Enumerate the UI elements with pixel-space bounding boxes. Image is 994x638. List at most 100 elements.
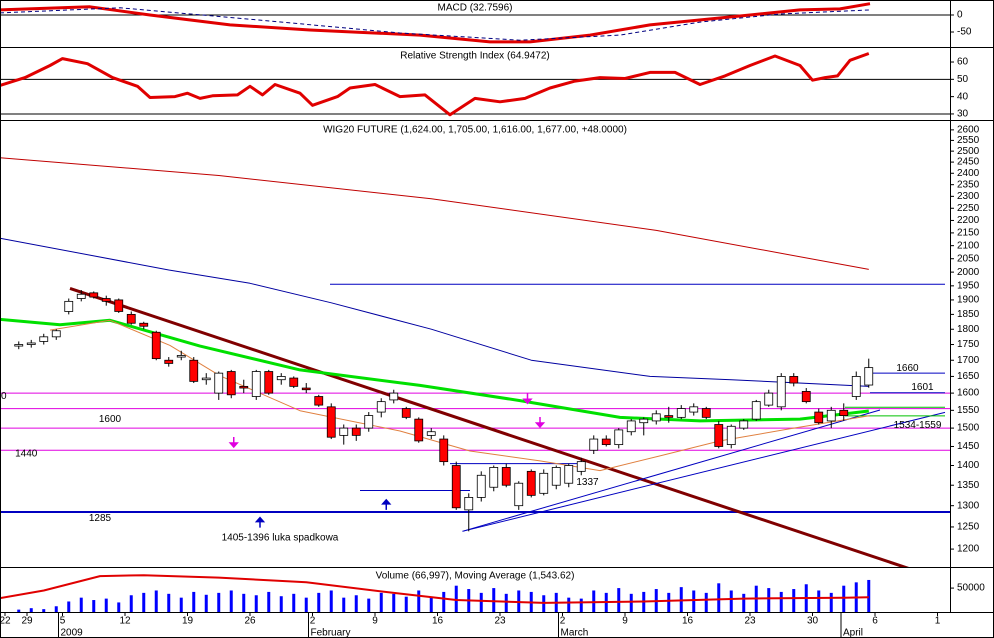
volume-bar [267, 591, 271, 612]
annotation: 1440 [15, 448, 38, 459]
candle-body [701, 408, 711, 418]
x-tick-label: 22 [0, 616, 11, 627]
y-tick-label: -50 [957, 27, 972, 38]
x-tick-label: 2 [310, 616, 316, 627]
month-label: March [561, 628, 589, 638]
volume-bar [17, 609, 21, 612]
y-tick-label: 1950 [957, 280, 980, 291]
volume-bar [329, 590, 333, 612]
candle-body [589, 438, 599, 451]
y-tick-label: 1450 [957, 441, 980, 452]
volume-bar [842, 585, 846, 612]
y-tick-label: 1650 [957, 371, 980, 382]
candle-body [639, 418, 649, 424]
y-tick-label: 2450 [957, 157, 980, 168]
candle-body [864, 367, 874, 386]
candle-body [51, 330, 61, 338]
y-tick-label: 1800 [957, 324, 980, 335]
y-tick-label: 2500 [957, 146, 980, 157]
volume-bar [104, 598, 108, 612]
volume-bar [379, 592, 383, 612]
candle-body [201, 377, 211, 381]
candle-body [726, 425, 736, 446]
annotation: 1660 [896, 363, 919, 374]
indicator-line [0, 2, 871, 44]
volume-bar [417, 590, 421, 612]
volume-bar [154, 590, 158, 612]
annotation: 1337 [576, 477, 599, 488]
volume-bar [742, 593, 746, 612]
annotation: 1285 [89, 513, 112, 524]
candle-body [364, 415, 374, 429]
panel-title: WIG20 FUTURE (1,624.00, 1,705.00, 1,616.… [323, 125, 627, 136]
panel-title: MACD (32.7596) [437, 3, 512, 14]
candle-body [189, 359, 199, 382]
volume-bar [404, 596, 408, 612]
y-tick-label: 1250 [957, 522, 980, 533]
y-tick-label: 2150 [957, 228, 980, 239]
volume-bar [579, 598, 583, 612]
volume-bar [717, 583, 721, 612]
volume-bar [179, 597, 183, 612]
volume-bar [617, 588, 621, 612]
indicator-line [0, 574, 869, 604]
candle-body [226, 371, 236, 396]
candle-body [489, 467, 499, 488]
annotation: 1534-1559 [894, 420, 942, 431]
y-tick-label: 40 [957, 91, 969, 102]
candle-body [14, 344, 24, 347]
candle-body [89, 292, 99, 298]
x-tick-label: 9 [622, 616, 628, 627]
candle-body [251, 371, 261, 397]
x-tick-label: 16 [432, 616, 444, 627]
candle-body [64, 300, 74, 312]
y-tick-label: 1850 [957, 309, 980, 320]
volume-bar [167, 593, 171, 612]
volume-bar [117, 602, 121, 612]
candle-body [614, 429, 624, 446]
volume-bar [192, 591, 196, 612]
x-tick-label: 30 [807, 616, 819, 627]
candle-body [339, 427, 349, 436]
indicator-line [0, 237, 869, 387]
candle-body [739, 420, 749, 429]
y-tick-label: 1500 [957, 423, 980, 434]
y-tick-label: 50 [957, 74, 969, 85]
month-label: February [311, 628, 351, 638]
indicator-line [0, 7, 871, 41]
candle-body [651, 413, 661, 422]
volume-bar [479, 592, 483, 612]
candle-body [289, 377, 299, 387]
candle-body [426, 431, 436, 436]
candle-body [626, 420, 636, 433]
panel-title: Relative Strength Index (64.9472) [400, 51, 550, 62]
x-tick-label: 1 [935, 616, 941, 627]
y-tick-label: 50000 [957, 583, 985, 594]
candle-body [751, 401, 761, 420]
candle-body [526, 470, 536, 496]
candle-body [601, 438, 611, 446]
indicator-line [0, 157, 869, 270]
volume-bar [204, 594, 208, 612]
candle-body [826, 409, 836, 422]
candle-body [301, 387, 311, 391]
y-tick-label: 2550 [957, 135, 980, 146]
candle-body [714, 424, 724, 447]
candle-body [126, 313, 136, 324]
x-tick-label: 23 [744, 616, 756, 627]
volume-bar [629, 593, 633, 612]
x-tick-label: 9 [372, 616, 378, 627]
candle-body [689, 406, 699, 413]
candle-body [539, 472, 549, 494]
candle-body [214, 372, 224, 394]
volume-bar [29, 608, 33, 612]
candle-body [76, 293, 86, 299]
volume-bar [304, 597, 308, 612]
volume-bar [692, 590, 696, 612]
candle-body [39, 336, 49, 342]
candle-body [101, 298, 111, 302]
volume-bar [42, 609, 46, 612]
panel [0, 52, 950, 117]
